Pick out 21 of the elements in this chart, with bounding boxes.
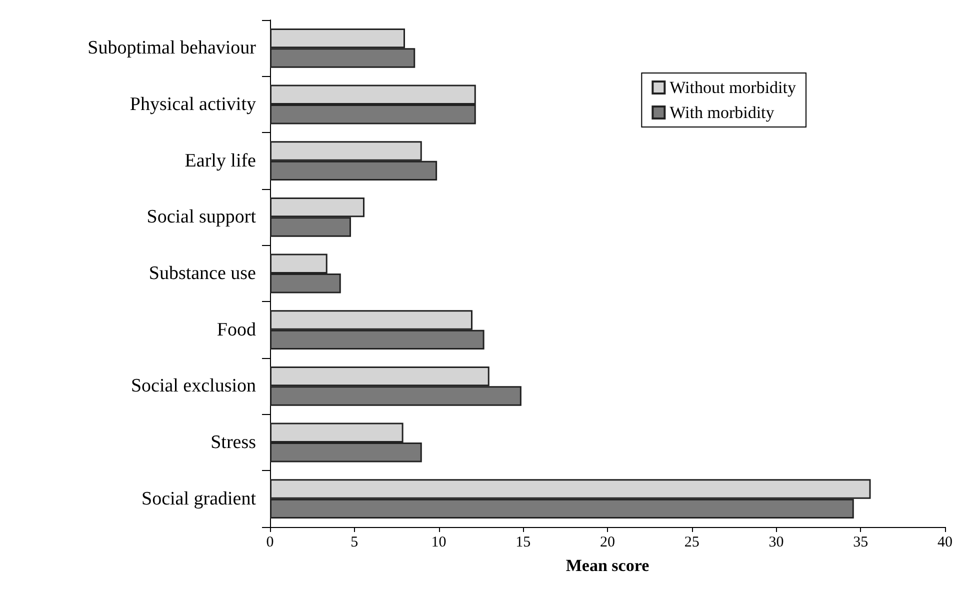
x-tick-label: 40: [938, 534, 952, 550]
y-tick-label: Suboptimal behaviour: [88, 38, 257, 59]
x-tick-label: 30: [768, 534, 784, 550]
y-tick-label: Social exclusion: [130, 376, 256, 397]
y-tick-label: Social gradient: [142, 488, 257, 510]
y-tick-label: Stress: [210, 432, 256, 453]
x-tick-label: 10: [431, 534, 446, 550]
legend-label: Without morbidity: [670, 78, 796, 97]
x-tick-label: 0: [266, 534, 274, 550]
x-tick-label: 5: [350, 534, 358, 550]
x-axis-title: Mean score: [566, 556, 650, 575]
legend-label: With morbidity: [670, 103, 775, 122]
y-tick-label: Social support: [146, 206, 257, 228]
x-tick-label: 25: [684, 534, 700, 550]
y-tick-label: Food: [216, 319, 256, 340]
x-tick-label: 35: [853, 534, 868, 550]
x-tick-label: 15: [516, 534, 531, 550]
x-tick-label: 20: [600, 534, 615, 550]
y-tick-label: Substance use: [148, 263, 256, 284]
y-tick-label: Early life: [184, 150, 256, 172]
y-tick-label: Physical activity: [130, 94, 256, 115]
